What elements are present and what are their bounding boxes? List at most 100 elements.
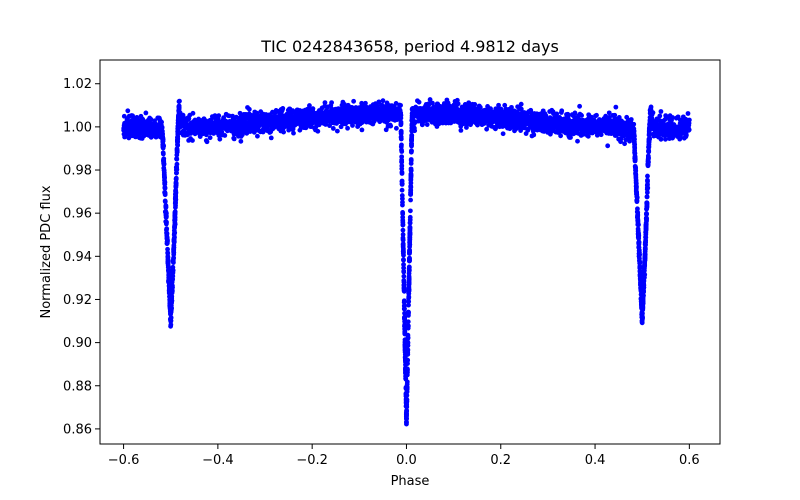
data-point	[322, 100, 328, 106]
data-point	[657, 113, 663, 119]
data-point	[164, 227, 169, 233]
data-point	[637, 260, 643, 266]
data-point	[612, 112, 618, 118]
y-tick-label: 0.86	[63, 422, 92, 437]
data-point	[409, 142, 414, 148]
data-point	[161, 170, 167, 176]
x-tick-label: −0.6	[108, 453, 140, 468]
data-point	[159, 124, 165, 130]
data-point	[400, 236, 406, 242]
data-point	[402, 331, 408, 337]
data-point	[502, 102, 508, 108]
data-point	[307, 103, 312, 108]
data-point	[613, 104, 619, 110]
data-point	[401, 299, 407, 305]
data-point	[172, 225, 177, 231]
data-point	[635, 226, 641, 232]
data-point	[406, 271, 412, 276]
x-tick-label: −0.4	[202, 453, 234, 468]
data-point	[518, 128, 524, 133]
data-point	[399, 187, 405, 193]
data-point	[176, 114, 182, 120]
data-point	[290, 126, 296, 132]
data-point	[165, 259, 171, 265]
data-point	[408, 157, 414, 162]
data-point	[636, 244, 642, 250]
data-point	[280, 106, 286, 111]
data-point	[159, 119, 164, 125]
data-point	[330, 126, 336, 131]
data-point	[670, 115, 676, 120]
data-point	[634, 197, 640, 203]
data-point	[173, 194, 178, 200]
data-point	[500, 131, 506, 137]
data-point	[359, 100, 365, 106]
data-point	[416, 99, 422, 105]
data-point	[579, 113, 584, 118]
data-point	[171, 252, 177, 257]
data-point	[409, 125, 415, 131]
data-point	[658, 136, 664, 142]
data-point	[454, 97, 460, 103]
data-point	[472, 102, 478, 107]
data-point	[398, 129, 404, 135]
data-point	[380, 98, 386, 104]
data-point	[171, 232, 177, 238]
data-point	[643, 237, 649, 243]
data-point	[207, 135, 213, 141]
data-point	[315, 128, 321, 134]
x-tick-label: 0.4	[585, 453, 606, 468]
data-point	[401, 257, 406, 262]
data-points	[121, 97, 692, 427]
data-point	[400, 202, 405, 208]
data-point	[345, 125, 350, 131]
data-point	[393, 125, 399, 131]
data-point	[408, 172, 414, 178]
data-point	[401, 262, 406, 267]
data-point	[162, 177, 167, 183]
data-point	[663, 136, 668, 142]
data-point	[525, 127, 531, 133]
data-point	[401, 288, 407, 293]
data-point	[686, 127, 692, 133]
y-axis-label: Normalized PDC flux	[39, 185, 54, 318]
data-point	[334, 128, 340, 134]
data-point	[409, 113, 415, 119]
data-point	[399, 196, 405, 202]
x-axis-label: Phase	[391, 474, 430, 489]
data-point	[646, 138, 652, 144]
data-point	[310, 106, 316, 112]
data-point	[458, 127, 464, 133]
data-point	[166, 283, 172, 288]
data-point	[402, 315, 407, 321]
data-point	[530, 128, 536, 134]
data-point	[639, 303, 644, 309]
data-point	[639, 311, 645, 316]
data-point	[631, 121, 637, 127]
data-point	[162, 185, 168, 190]
data-point	[161, 165, 167, 171]
data-point	[160, 144, 166, 150]
data-point	[168, 318, 174, 324]
data-point	[291, 130, 296, 136]
data-point	[148, 116, 154, 122]
data-point	[190, 138, 195, 143]
data-point	[427, 97, 433, 102]
x-tick-label: −0.2	[296, 453, 328, 468]
data-point	[686, 117, 692, 123]
data-point	[399, 159, 405, 165]
data-point	[635, 231, 641, 236]
data-point	[170, 273, 176, 279]
data-point	[632, 154, 638, 159]
data-point	[406, 309, 411, 315]
data-point	[642, 246, 648, 252]
data-point	[459, 104, 465, 110]
y-tick-label: 0.90	[63, 336, 92, 351]
data-point	[636, 253, 642, 259]
data-point	[399, 169, 405, 175]
data-point	[172, 211, 178, 217]
y-tick-label: 0.88	[63, 379, 92, 394]
data-point	[170, 258, 176, 264]
data-point	[645, 163, 651, 169]
